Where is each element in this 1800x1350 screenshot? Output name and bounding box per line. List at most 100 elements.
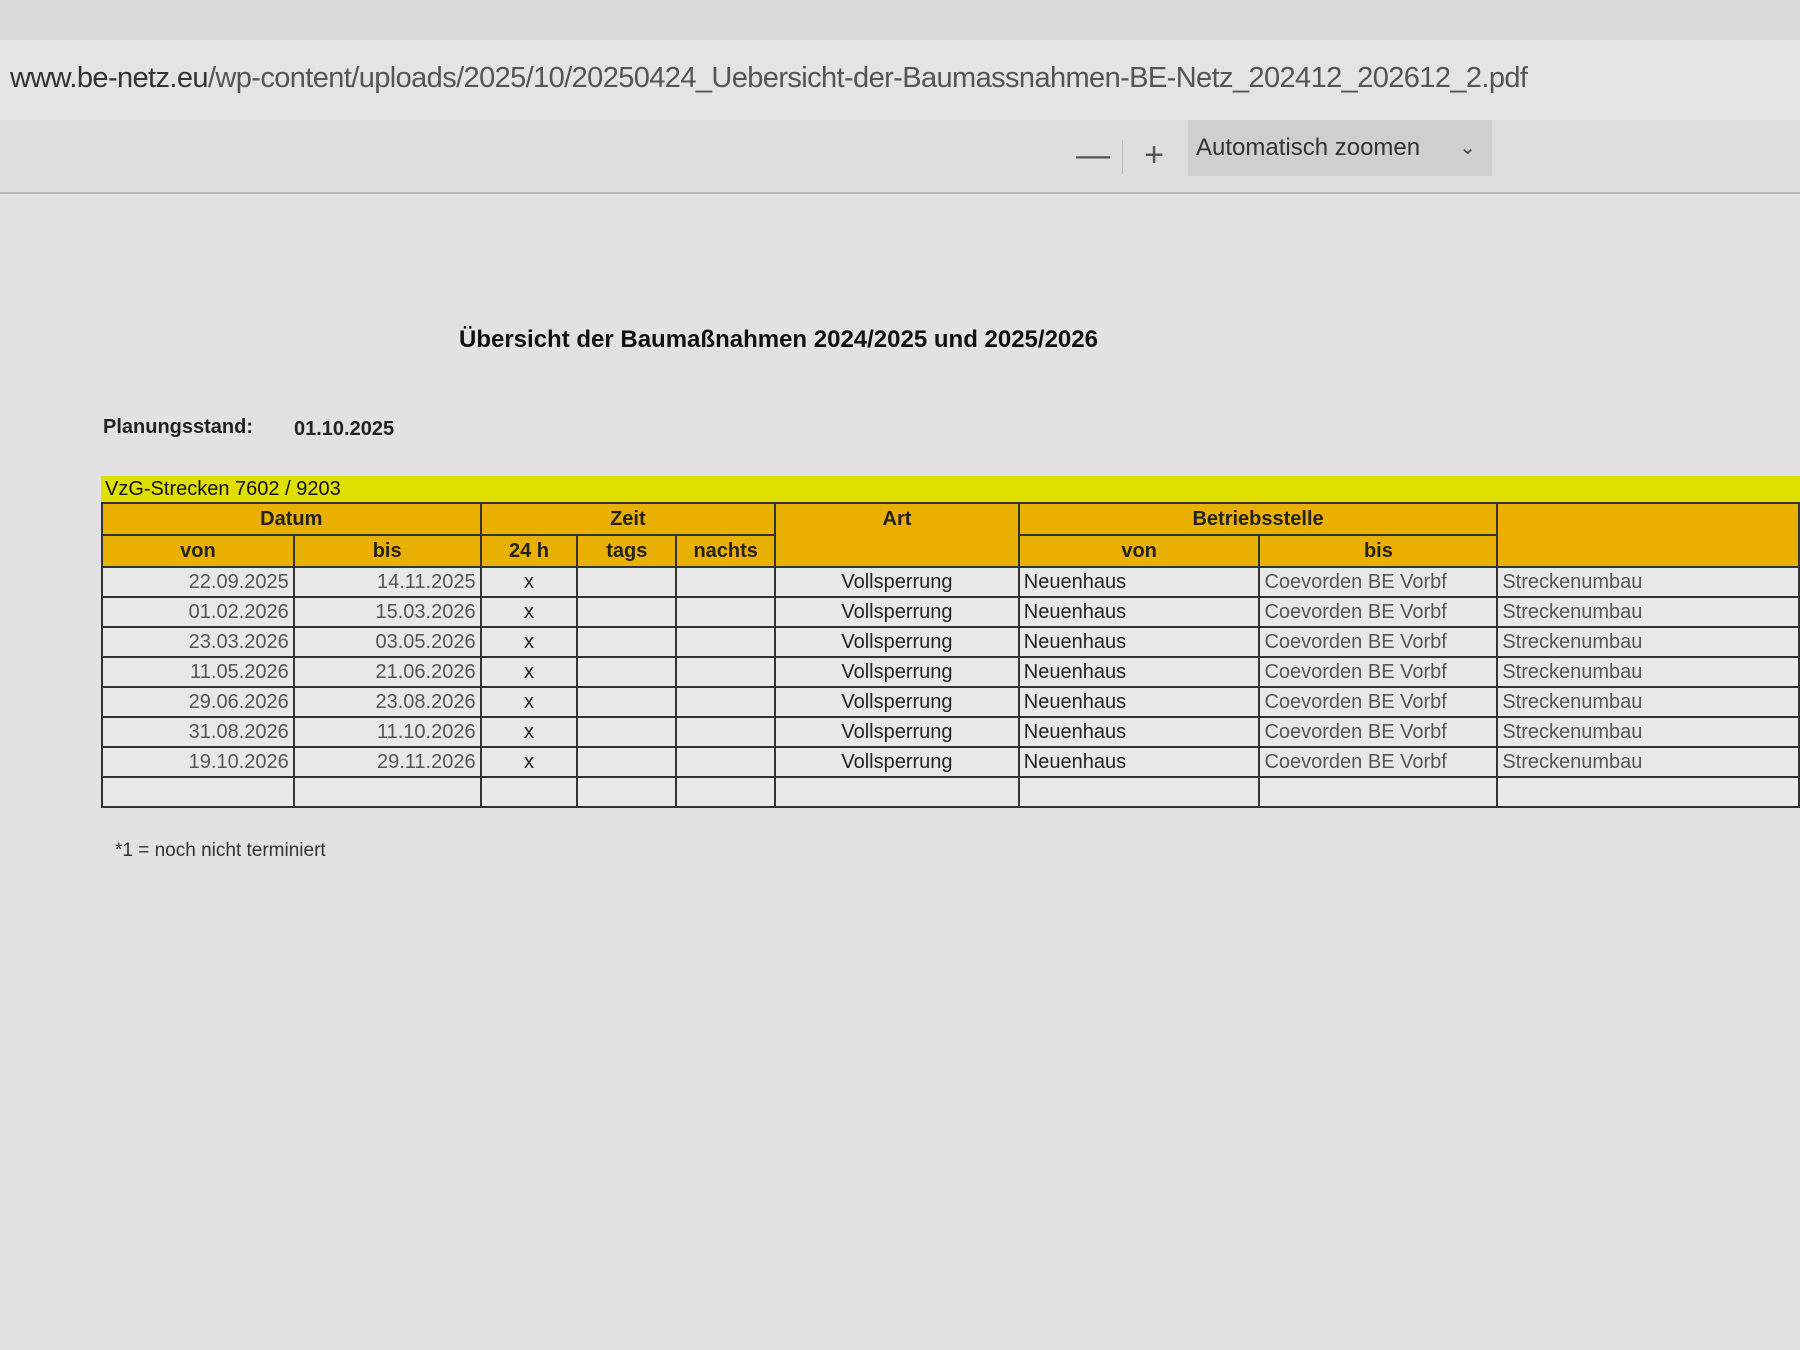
zoom-in-button[interactable]: +: [1144, 136, 1164, 174]
address-bar[interactable]: www.be-netz.eu/wp-content/uploads/2025/1…: [0, 40, 1800, 121]
cell-type: Vollsperrung: [774, 686, 1020, 718]
cell-type: Vollsperrung: [774, 656, 1020, 688]
footnote: *1 = noch nicht terminiert: [115, 840, 326, 861]
cell-type: [774, 776, 1020, 808]
header-datum: Datum: [101, 502, 482, 536]
header-art: Art: [774, 502, 1020, 568]
section-label: VzG-Strecken 7602 / 9203: [101, 476, 1800, 502]
cell-time-nachts: [675, 776, 777, 808]
cell-station-from: Neuenhaus: [1017, 716, 1261, 748]
cell-station-from: Neuenhaus: [1017, 686, 1261, 718]
cell-time-nachts: [675, 716, 777, 748]
header-zeit: Zeit: [479, 502, 777, 536]
header-zeit-tags: tags: [576, 534, 678, 568]
cell-type: Vollsperrung: [774, 716, 1020, 748]
cell-date-from: 01.02.2026: [101, 596, 295, 628]
planungsstand-date: 01.10.2025: [294, 418, 395, 440]
cell-station-from: [1017, 776, 1261, 808]
url-text[interactable]: www.be-netz.eu/wp-content/uploads/2025/1…: [10, 62, 1528, 95]
header-bs-von: von: [1017, 534, 1261, 568]
table-row: 01.02.2026 15.03.2026 x Vollsperrung Neuenha…: [101, 596, 1800, 628]
cell-station-to: Coevorden BE Vorbf: [1258, 746, 1499, 778]
cell-station-to: Coevorden BE Vorbf: [1258, 686, 1499, 718]
url-path: /wp-content/uploads/2025/10/20250424_Ueb…: [207, 62, 1528, 94]
cell-time-24h: x: [479, 656, 579, 688]
cell-station-to: Coevorden BE Vorbf: [1258, 656, 1499, 688]
zoom-out-button[interactable]: —: [1076, 136, 1110, 174]
header-zeit-24h: 24 h: [479, 534, 579, 568]
cell-date-from: 31.08.2026: [101, 716, 295, 748]
cell-time-tags: [576, 656, 678, 688]
cell-time-nachts: [675, 626, 777, 658]
cell-station-to: Coevorden BE Vorbf: [1258, 626, 1499, 658]
cell-station-from: Neuenhaus: [1017, 626, 1261, 658]
planungsstand-label: Planungsstand:: [103, 416, 254, 438]
cell-date-from: 23.03.2026: [101, 626, 295, 658]
zoom-select[interactable]: Automatisch zoomen ⌄: [1188, 120, 1492, 176]
table-row: 22.09.2025 14.11.2025 x Vollsperrung Neuenha…: [101, 566, 1800, 598]
zoom-select-value: Automatisch zoomen: [1196, 134, 1421, 161]
cell-remark: Streckenumbau: [1496, 716, 1800, 748]
header-datum-bis: bis: [292, 534, 482, 568]
cell-station-from: Neuenhaus: [1017, 596, 1261, 628]
cell-time-nachts: [675, 566, 777, 598]
cell-station-from: Neuenhaus: [1017, 566, 1261, 598]
cell-time-tags: [576, 746, 678, 778]
cell-date-from: 22.09.2025: [101, 566, 295, 598]
cell-date-to: 29.11.2026: [292, 746, 482, 778]
header-betriebsstelle: Betriebsstelle: [1017, 502, 1499, 536]
header-datum-von: von: [101, 534, 295, 568]
construction-table: Datum Zeit Art Betriebsstelle von bis 24…: [101, 502, 1800, 808]
cell-time-24h: x: [479, 716, 579, 748]
cell-time-tags: [576, 686, 678, 718]
cell-time-tags: [576, 566, 678, 598]
table-row: 23.03.2026 03.05.2026 x Vollsperrung Neuenha…: [101, 626, 1800, 658]
cell-date-to: 21.06.2026: [292, 656, 482, 688]
cell-time-24h: x: [479, 686, 579, 718]
chevron-down-icon: ⌄: [1459, 137, 1476, 159]
table-row: 19.10.2026 29.11.2026 x Vollsperrung Neuenha…: [101, 746, 1800, 778]
cell-date-from: 29.06.2026: [101, 686, 295, 718]
cell-date-from: [101, 776, 295, 808]
cell-remark: Streckenumbau: [1496, 596, 1800, 628]
cell-date-from: 11.05.2026: [101, 656, 295, 688]
cell-time-nachts: [675, 656, 777, 688]
cell-time-nachts: [675, 746, 777, 778]
cell-station-to: Coevorden BE Vorbf: [1258, 596, 1499, 628]
header-bs-bis: bis: [1258, 534, 1499, 568]
cell-time-24h: [479, 776, 579, 808]
pdf-page: Übersicht der Baumaßnahmen 2024/2025 und…: [0, 194, 1800, 1350]
cell-station-to: Coevorden BE Vorbf: [1258, 566, 1499, 598]
cell-date-from: 19.10.2026: [101, 746, 295, 778]
cell-time-nachts: [675, 596, 777, 628]
cell-station-from: Neuenhaus: [1017, 746, 1261, 778]
url-domain: www.be-netz.eu: [10, 62, 209, 94]
cell-remark: [1496, 776, 1800, 808]
cell-time-tags: [576, 776, 678, 808]
cell-type: Vollsperrung: [774, 746, 1020, 778]
cell-remark: Streckenumbau: [1496, 566, 1800, 598]
header-zeit-nachts: nachts: [675, 534, 777, 568]
cell-station-to: [1258, 776, 1499, 808]
cell-date-to: 03.05.2026: [292, 626, 482, 658]
cell-time-tags: [576, 626, 678, 658]
toolbar-divider: [1122, 140, 1123, 174]
cell-date-to: 23.08.2026: [292, 686, 482, 718]
cell-time-24h: x: [479, 746, 579, 778]
cell-remark: Streckenumbau: [1496, 656, 1800, 688]
table-row: [101, 776, 1800, 808]
cell-date-to: 15.03.2026: [292, 596, 482, 628]
cell-remark: Streckenumbau: [1496, 626, 1800, 658]
cell-type: Vollsperrung: [774, 626, 1020, 658]
cell-type: Vollsperrung: [774, 596, 1020, 628]
cell-remark: Streckenumbau: [1496, 686, 1800, 718]
table-row: 31.08.2026 11.10.2026 x Vollsperrung Neuenha…: [101, 716, 1800, 748]
cell-time-24h: x: [479, 566, 579, 598]
cell-station-from: Neuenhaus: [1017, 656, 1261, 688]
cell-station-to: Coevorden BE Vorbf: [1258, 716, 1499, 748]
cell-date-to: 14.11.2025: [292, 566, 482, 598]
page-title: Übersicht der Baumaßnahmen 2024/2025 und…: [459, 326, 1098, 353]
cell-date-to: [292, 776, 482, 808]
pdf-toolbar: — + Automatisch zoomen ⌄: [0, 120, 1800, 194]
cell-time-tags: [576, 596, 678, 628]
